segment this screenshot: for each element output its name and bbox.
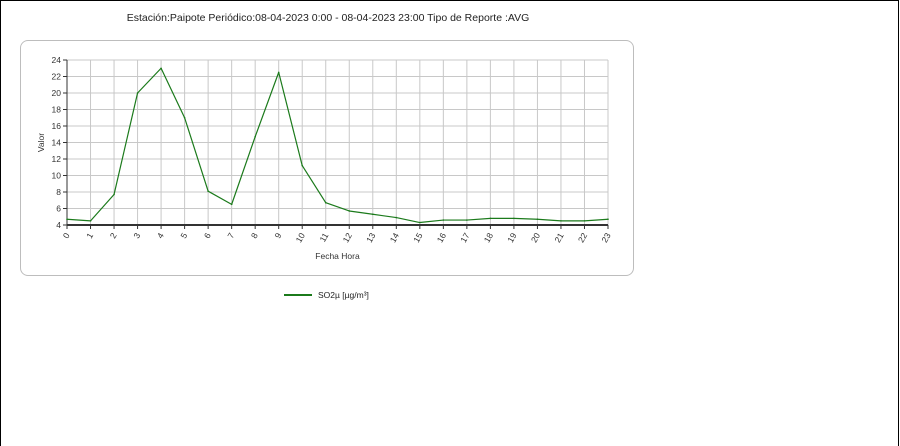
y-tick-label: 22 xyxy=(52,72,62,82)
x-tick-label: 6 xyxy=(202,231,213,240)
x-tick-label: 19 xyxy=(505,231,519,244)
data-point xyxy=(183,116,186,119)
x-tick-label: 4 xyxy=(155,231,166,240)
data-point xyxy=(560,220,562,222)
x-tick-label: 14 xyxy=(388,231,402,244)
data-point xyxy=(301,164,304,167)
y-tick-label: 8 xyxy=(56,187,61,197)
data-point xyxy=(442,219,445,221)
data-point xyxy=(66,218,68,221)
x-tick-label: 23 xyxy=(599,231,613,244)
data-point xyxy=(513,217,515,220)
x-tick-label: 20 xyxy=(529,231,543,244)
data-point xyxy=(466,219,468,221)
y-tick-label: 14 xyxy=(52,138,62,148)
x-tick-label: 7 xyxy=(225,231,236,240)
data-point xyxy=(583,220,586,222)
x-tick-label: 15 xyxy=(411,231,425,244)
x-tick-label: 2 xyxy=(108,231,119,240)
x-tick-label: 18 xyxy=(482,231,496,244)
chart-legend: SO2µ [µg/m³] xyxy=(284,290,369,300)
y-tick-label: 16 xyxy=(52,121,62,131)
data-point xyxy=(160,67,162,70)
y-tick-label: 6 xyxy=(56,204,61,214)
data-point xyxy=(489,217,492,220)
data-point xyxy=(536,218,539,221)
data-point xyxy=(395,216,398,219)
x-tick-label: 10 xyxy=(294,231,308,244)
data-point xyxy=(254,135,256,138)
legend-swatch xyxy=(284,294,312,296)
x-tick-label: 11 xyxy=(317,231,330,244)
y-tick-label: 10 xyxy=(52,171,62,181)
data-point xyxy=(230,203,233,206)
data-point xyxy=(277,71,280,74)
x-axis-title: Fecha Hora xyxy=(315,251,360,261)
data-point xyxy=(324,201,327,204)
data-point xyxy=(89,220,92,222)
x-tick-label: 12 xyxy=(341,231,355,244)
data-point xyxy=(419,221,421,224)
x-tick-label: 21 xyxy=(552,231,566,244)
y-tick-label: 12 xyxy=(52,154,62,164)
report-title: Estación:Paipote Periódico:08-04-2023 0:… xyxy=(126,12,530,24)
x-tick-label: 9 xyxy=(272,231,283,240)
data-point xyxy=(371,213,374,216)
x-tick-label: 0 xyxy=(61,231,72,240)
x-tick-label: 16 xyxy=(435,231,449,244)
x-tick-label: 3 xyxy=(131,231,142,240)
data-point xyxy=(207,190,209,192)
data-point xyxy=(136,92,139,94)
y-tick-label: 20 xyxy=(52,88,62,98)
y-tick-label: 24 xyxy=(52,55,62,65)
data-point xyxy=(113,193,115,196)
legend-label: SO2µ [µg/m³] xyxy=(318,290,369,300)
x-tick-label: 13 xyxy=(364,231,378,244)
series-line xyxy=(66,67,609,224)
x-tick-label: 8 xyxy=(249,231,260,240)
y-tick-label: 18 xyxy=(52,105,62,115)
y-tick-label: 4 xyxy=(56,220,61,230)
data-point xyxy=(348,210,351,212)
x-tick-label: 22 xyxy=(576,231,590,244)
x-tick-label: 17 xyxy=(458,231,472,244)
x-tick-label: 1 xyxy=(84,231,95,240)
x-tick-label: 5 xyxy=(178,231,189,240)
data-point xyxy=(607,218,609,221)
y-axis-title: Valor xyxy=(36,133,46,152)
